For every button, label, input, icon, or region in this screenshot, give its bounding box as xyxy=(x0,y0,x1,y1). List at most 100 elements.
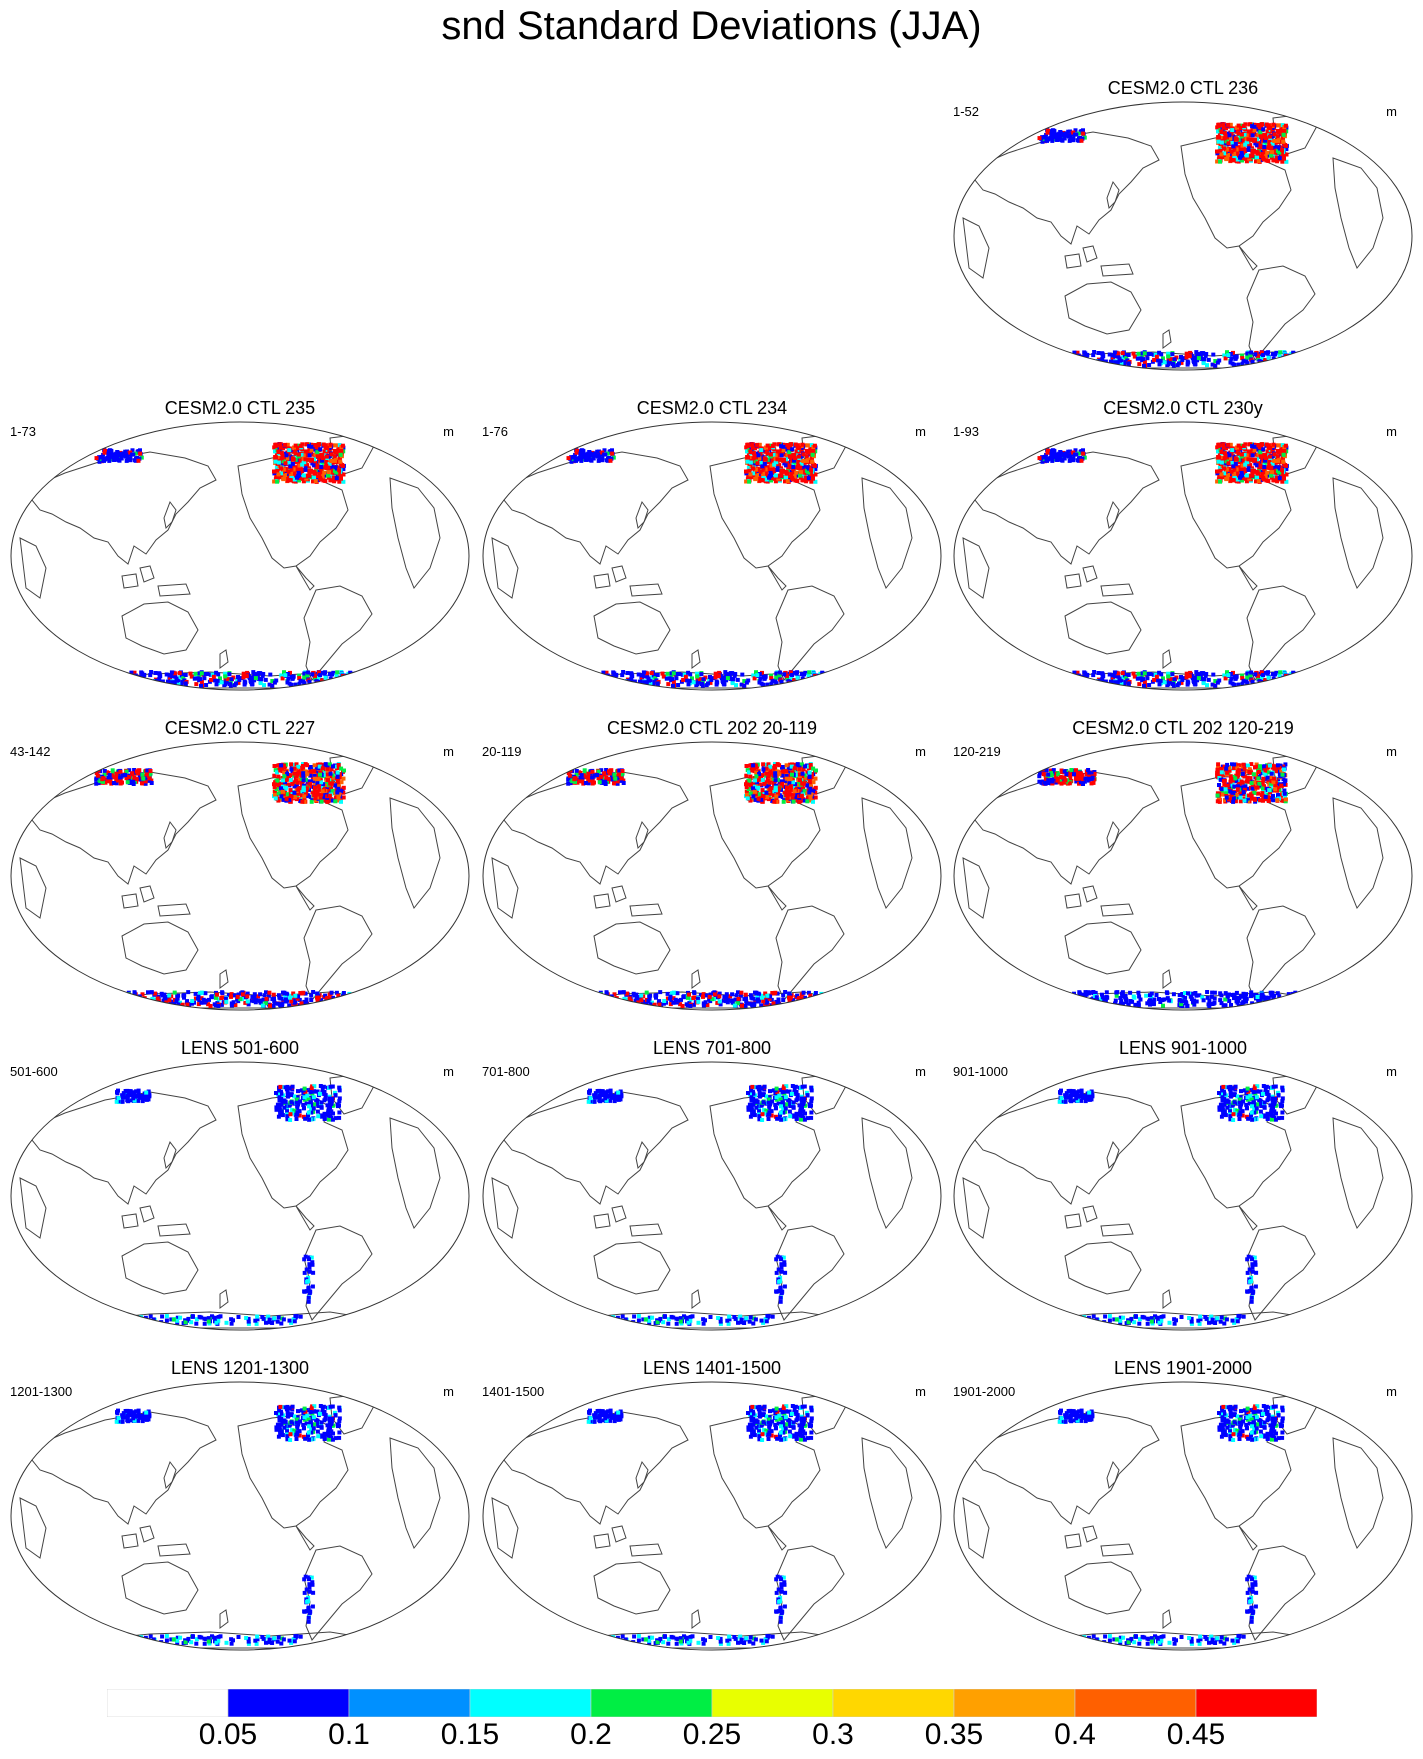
snow-sd-cell xyxy=(1244,159,1249,164)
snow-sd-cell xyxy=(1296,677,1301,682)
snow-sd-cell xyxy=(1305,354,1310,358)
snow-sd-cell xyxy=(1228,680,1233,685)
snow-sd-cell xyxy=(1232,472,1237,476)
snow-sd-cell xyxy=(326,475,331,480)
snow-sd-cell xyxy=(1052,357,1057,362)
snow-sd-cell xyxy=(1286,679,1291,684)
snow-sd-cell xyxy=(125,780,130,785)
snow-sd-cell xyxy=(699,672,704,677)
snow-sd-cell xyxy=(141,776,146,781)
snow-sd-cell xyxy=(337,772,342,777)
snow-sd-cell xyxy=(1196,676,1201,681)
snow-sd-cell xyxy=(281,789,285,794)
snow-sd-cell xyxy=(595,453,600,458)
snow-sd-cell xyxy=(664,676,669,681)
snow-sd-cell xyxy=(1159,352,1164,357)
snow-sd-cell xyxy=(768,452,773,457)
snow-sd-cell xyxy=(278,768,283,773)
snow-sd-cell xyxy=(1274,670,1279,675)
snow-sd-cell xyxy=(129,670,134,675)
snow-sd-cell xyxy=(300,799,305,804)
snow-sd-cell xyxy=(706,681,710,686)
snow-sd-cell xyxy=(792,670,797,675)
snow-sd-cell xyxy=(1256,676,1261,681)
snow-sd-cell xyxy=(808,447,813,452)
snow-sd-cell xyxy=(1272,459,1277,463)
snow-sd-cell xyxy=(292,790,297,795)
snow-sd-cell xyxy=(770,679,775,684)
snow-sd-cell xyxy=(1079,138,1084,143)
snow-sd-cell xyxy=(835,676,840,681)
snow-sd-cell xyxy=(313,676,318,681)
snow-sd-cell xyxy=(1254,479,1258,484)
snow-sd-cell xyxy=(1193,682,1198,687)
snow-sd-cell xyxy=(1225,476,1230,481)
snow-sd-cell xyxy=(1040,459,1045,464)
snow-sd-cell xyxy=(317,472,322,477)
snow-sd-cell xyxy=(1216,455,1221,459)
snow-sd-cell xyxy=(1115,351,1120,356)
snow-sd-cell xyxy=(324,1001,329,1006)
snow-sd-cell xyxy=(1260,675,1264,680)
snow-sd-cell xyxy=(261,672,266,676)
snow-sd-cell xyxy=(362,991,367,996)
snow-sd-cell xyxy=(1295,683,1300,688)
snow-sd-cell xyxy=(312,673,317,678)
snow-sd-cell xyxy=(1185,362,1190,367)
snow-sd-cell xyxy=(1056,671,1061,676)
coastline xyxy=(163,820,177,850)
snow-sd-cell xyxy=(774,675,779,680)
snow-sd-cell xyxy=(1179,675,1183,679)
snow-sd-cell xyxy=(1280,359,1285,364)
coastline xyxy=(861,477,913,589)
snow-sd-cell xyxy=(303,762,308,767)
snow-sd-cell xyxy=(637,679,642,684)
snow-sd-cell xyxy=(97,459,102,464)
snow-sd-cell xyxy=(214,995,218,1000)
snow-sd-cell xyxy=(345,997,350,1002)
snow-sd-cell xyxy=(241,675,246,680)
snow-sd-cell xyxy=(1268,446,1273,450)
snow-sd-cell xyxy=(1110,353,1115,358)
snow-sd-cell xyxy=(773,678,778,683)
snow-sd-cell xyxy=(1245,361,1250,366)
snow-sd-cell xyxy=(327,1003,332,1007)
snow-sd-cell xyxy=(1226,353,1231,358)
snow-sd-cell xyxy=(761,466,766,471)
snow-sd-cell xyxy=(108,677,113,682)
snow-sd-cell xyxy=(1082,350,1087,355)
snow-sd-cell xyxy=(1240,356,1245,361)
snow-sd-cell xyxy=(334,990,339,995)
snow-sd-cell xyxy=(204,998,208,1003)
snow-sd-cell xyxy=(1269,475,1274,480)
snow-sd-cell xyxy=(328,442,333,447)
snow-sd-cell xyxy=(288,773,292,778)
snow-sd-cell xyxy=(319,465,324,469)
snow-sd-cell xyxy=(1125,678,1130,683)
snow-sd-cell xyxy=(172,990,177,995)
snow-sd-cell xyxy=(1076,458,1081,463)
snow-sd-cell xyxy=(1086,682,1090,687)
snow-sd-cell xyxy=(327,470,332,475)
snow-sd-cell xyxy=(1073,128,1078,133)
snow-sd-cell xyxy=(758,676,763,681)
snow-sd-cell xyxy=(1061,352,1066,357)
snow-sd-cell xyxy=(283,461,288,466)
snow-sd-cell xyxy=(1116,354,1121,359)
snow-sd-cell xyxy=(820,679,825,684)
snow-sd-cell xyxy=(279,471,284,476)
snow-sd-cell xyxy=(291,467,296,472)
snow-sd-cell xyxy=(297,673,302,678)
panel-units: m xyxy=(1386,424,1397,439)
snow-sd-cell xyxy=(1215,479,1220,484)
snow-sd-cell xyxy=(353,1001,358,1006)
snow-sd-cell xyxy=(199,990,204,995)
snow-sd-cell xyxy=(1239,443,1244,448)
snow-sd-cell xyxy=(739,682,744,687)
snow-sd-cell xyxy=(140,998,145,1003)
snow-sd-cell xyxy=(334,476,339,481)
snow-sd-cell xyxy=(309,765,313,769)
snow-sd-cell xyxy=(118,781,123,786)
snow-sd-cell xyxy=(654,678,659,683)
snow-sd-cell xyxy=(229,1003,234,1008)
